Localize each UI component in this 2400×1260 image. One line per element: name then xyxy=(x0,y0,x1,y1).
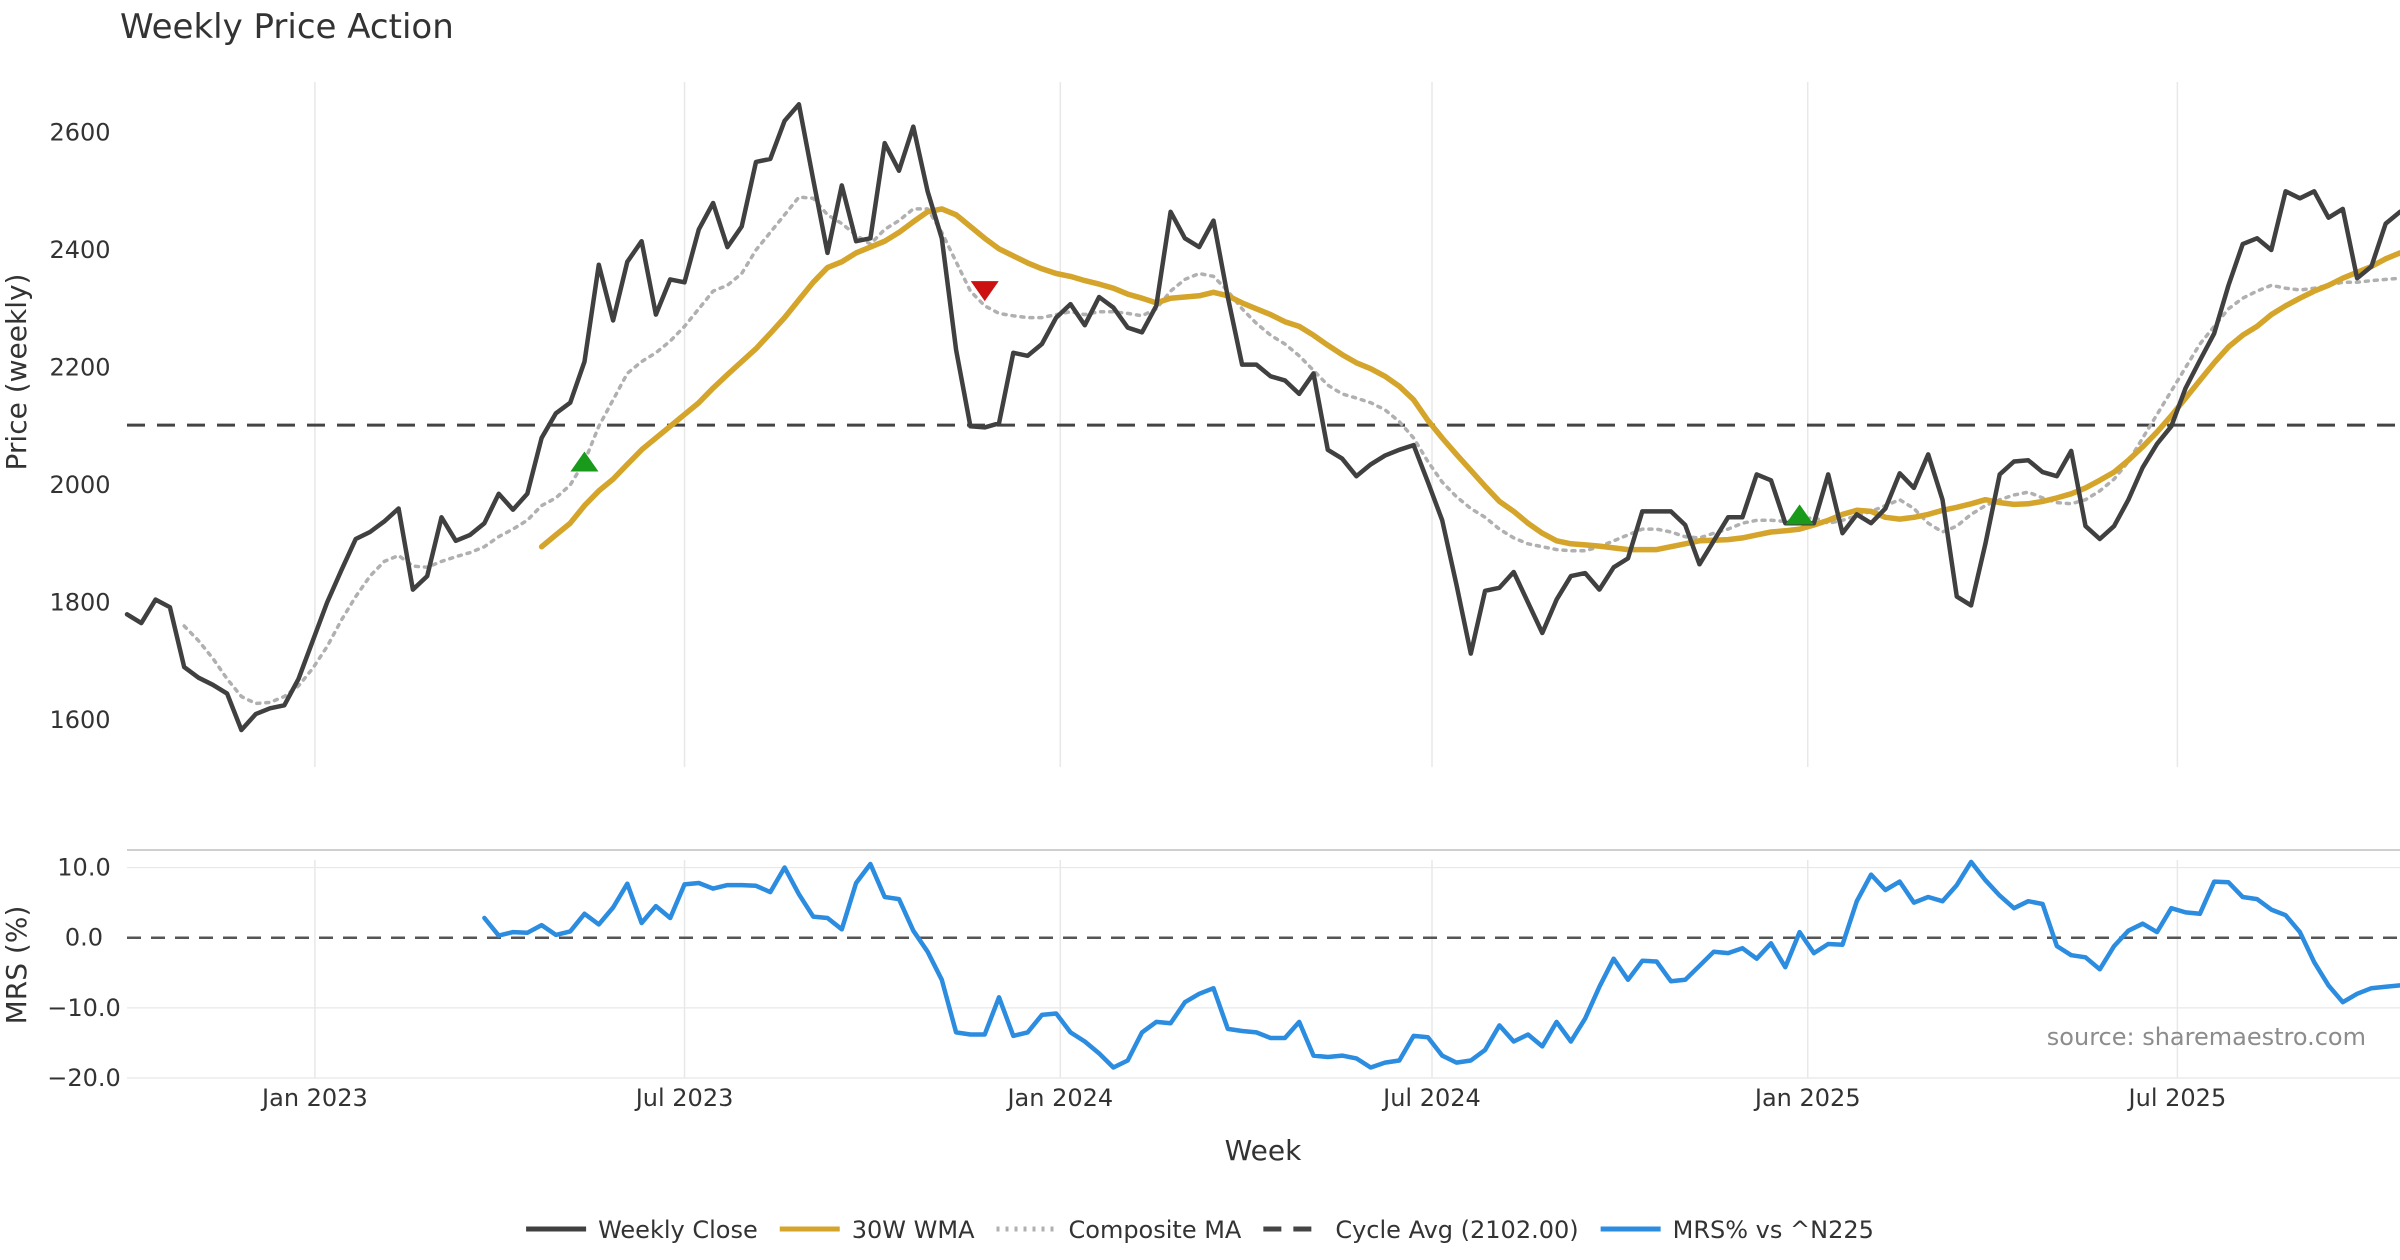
legend-item-weekly-close: Weekly Close xyxy=(526,1216,758,1244)
legend-item-composite-ma: Composite MA xyxy=(996,1216,1242,1244)
legend-item-cycle-avg-2102-00: Cycle Avg (2102.00) xyxy=(1263,1216,1579,1244)
series-line-mrs-vs-n225 xyxy=(482,859,2400,1070)
source-annotation: source: sharemaestro.com xyxy=(2047,1023,2366,1051)
legend-label-30w-wma: 30W WMA xyxy=(852,1216,975,1244)
buy-signal-marker-1 xyxy=(570,451,599,472)
series-line-composite-ma xyxy=(182,195,2400,706)
price-y-tick-1600: 1600 xyxy=(49,706,110,734)
signal-markers xyxy=(570,281,1814,525)
price-series xyxy=(124,102,2400,733)
price-y-tick-2600: 2600 xyxy=(49,119,110,147)
x-tick-labels: Jan 2023 Jul 2023 Jan 2024 Jul 2024 Jan 2025… xyxy=(260,1084,2226,1112)
legend-label-weekly-close: Weekly Close xyxy=(598,1216,758,1244)
buy-signal-marker-3 xyxy=(1785,504,1814,525)
mrs-y-axis-title: MRS (%) xyxy=(0,906,33,1025)
mrs-y-tick-10-0: −10.0 xyxy=(47,994,121,1022)
x-tick-label-jan-2024: Jan 2024 xyxy=(1005,1084,1113,1112)
legend-label-composite-ma: Composite MA xyxy=(1069,1216,1242,1244)
price-y-tick-labels: 1600 1800 2000 2200 2400 2600 xyxy=(49,119,110,735)
x-tick-label-jul-2025: Jul 2025 xyxy=(2127,1084,2227,1112)
mrs-y-tick-10-0: 10.0 xyxy=(57,854,110,882)
mrs-y-tick-labels: 10.0 0.0 −10.0 −20.0 xyxy=(47,854,121,1092)
x-tick-label-jul-2024: Jul 2024 xyxy=(1381,1084,1481,1112)
legend-item-mrs-vs-n225: MRS% vs ^N225 xyxy=(1600,1216,1874,1244)
x-tick-label-jul-2023: Jul 2023 xyxy=(634,1084,734,1112)
mrs-series xyxy=(127,859,2400,1070)
x-tick-label-jan-2023: Jan 2023 xyxy=(260,1084,368,1112)
legend: Weekly Close 30W WMA Composite MA Cycle Avg… xyxy=(526,1216,1874,1244)
legend-item-30w-wma: 30W WMA xyxy=(779,1216,975,1244)
x-axis-title: Week xyxy=(1225,1134,1302,1167)
price-y-tick-1800: 1800 xyxy=(49,589,110,617)
mrs-y-tick-0-0: 0.0 xyxy=(65,924,103,952)
price-y-tick-2400: 2400 xyxy=(49,236,110,264)
mrs-y-tick-20-0: −20.0 xyxy=(47,1064,121,1092)
price-y-tick-2200: 2200 xyxy=(49,354,110,382)
price-y-tick-2000: 2000 xyxy=(49,471,110,499)
legend-label-cycle-avg-2102-00: Cycle Avg (2102.00) xyxy=(1335,1216,1578,1244)
mrs-panel: 10.0 0.0 −10.0 −20.0 MRS (%) Jan 2023 Jul 20… xyxy=(0,849,2400,1167)
x-tick-label-jan-2025: Jan 2025 xyxy=(1753,1084,1861,1112)
series-line-weekly-close xyxy=(124,102,2400,733)
legend-label-mrs-vs-n225: MRS% vs ^N225 xyxy=(1673,1216,1874,1244)
sell-signal-marker-2 xyxy=(970,281,999,302)
series-line-30w-wma xyxy=(538,206,2400,553)
price-y-axis-title: Price (weekly) xyxy=(0,274,33,471)
chart-title: Weekly Price Action xyxy=(120,7,454,47)
mrs-grid xyxy=(127,860,2400,1079)
price-panel: Weekly Price Action 1600 1800 2000 2200 2400… xyxy=(0,7,2400,767)
